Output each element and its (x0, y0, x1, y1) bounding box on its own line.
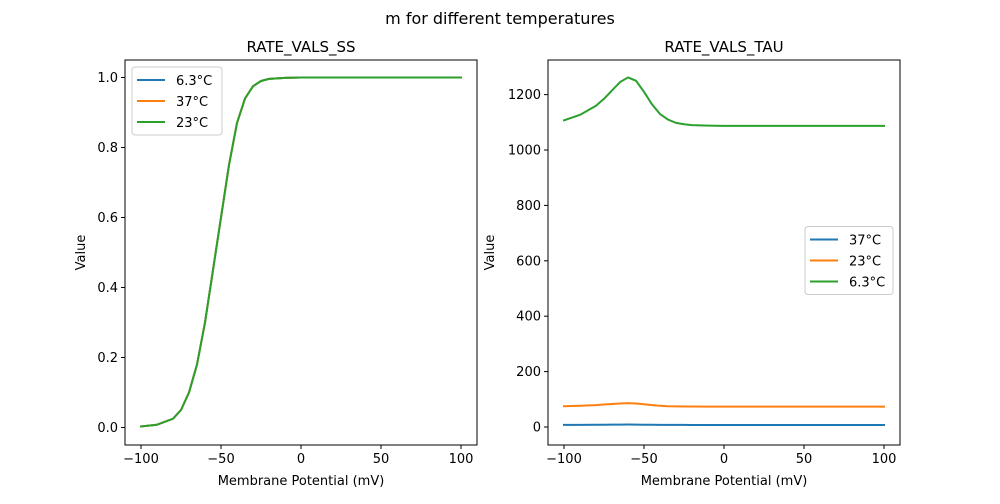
x-axis-label: Membrane Potential (mV) (218, 474, 385, 489)
x-tick-label: −100 (123, 452, 159, 467)
x-tick-label: −50 (207, 452, 234, 467)
y-tick-label: 0.6 (97, 211, 118, 226)
axes-title: RATE_VALS_TAU (664, 38, 783, 57)
x-tick-label: −50 (630, 452, 657, 467)
x-tick-label: 0 (297, 452, 305, 467)
y-tick-label: 1200 (508, 88, 541, 103)
x-tick-label: 50 (373, 452, 390, 467)
axes-title: RATE_VALS_SS (246, 38, 355, 57)
x-tick-label: 50 (796, 452, 813, 467)
y-tick-label: 0.2 (97, 351, 118, 366)
legend-label: 23°C (849, 255, 881, 270)
y-tick-label: 1.0 (97, 71, 118, 86)
x-tick-label: 0 (720, 452, 728, 467)
y-tick-label: 0.4 (97, 281, 118, 296)
y-tick-label: 0.8 (97, 141, 118, 156)
y-tick-label: 400 (516, 310, 541, 325)
legend: 6.3°C 37°C 23°C (132, 67, 222, 135)
legend: 37°C 23°C 6.3°C (805, 227, 893, 295)
legend-label: 37°C (849, 234, 881, 249)
axes-rate-vals-ss: −100 −50 0 50 100 0.0 0.2 0.4 0.6 0.8 1.0 RATE_VALS… (74, 38, 477, 489)
legend-label: 6.3°C (176, 74, 212, 89)
x-tick-label: 100 (449, 452, 474, 467)
x-tick-label: 100 (872, 452, 897, 467)
legend-label: 23°C (176, 116, 208, 131)
y-axis-label: Value (483, 235, 498, 271)
y-axis-label: Value (74, 235, 89, 271)
y-tick-label: 800 (516, 199, 541, 214)
x-axis-label: Membrane Potential (mV) (641, 474, 808, 489)
figure-title: m for different temperatures (385, 9, 615, 28)
legend-label: 37°C (176, 95, 208, 110)
legend-label: 6.3°C (849, 276, 885, 291)
y-tick-label: 1000 (508, 144, 541, 159)
y-tick-label: 0.0 (97, 421, 118, 436)
y-tick-label: 600 (516, 254, 541, 269)
y-tick-label: 200 (516, 365, 541, 380)
x-tick-label: −100 (546, 452, 582, 467)
y-tick-label: 0 (533, 420, 541, 435)
